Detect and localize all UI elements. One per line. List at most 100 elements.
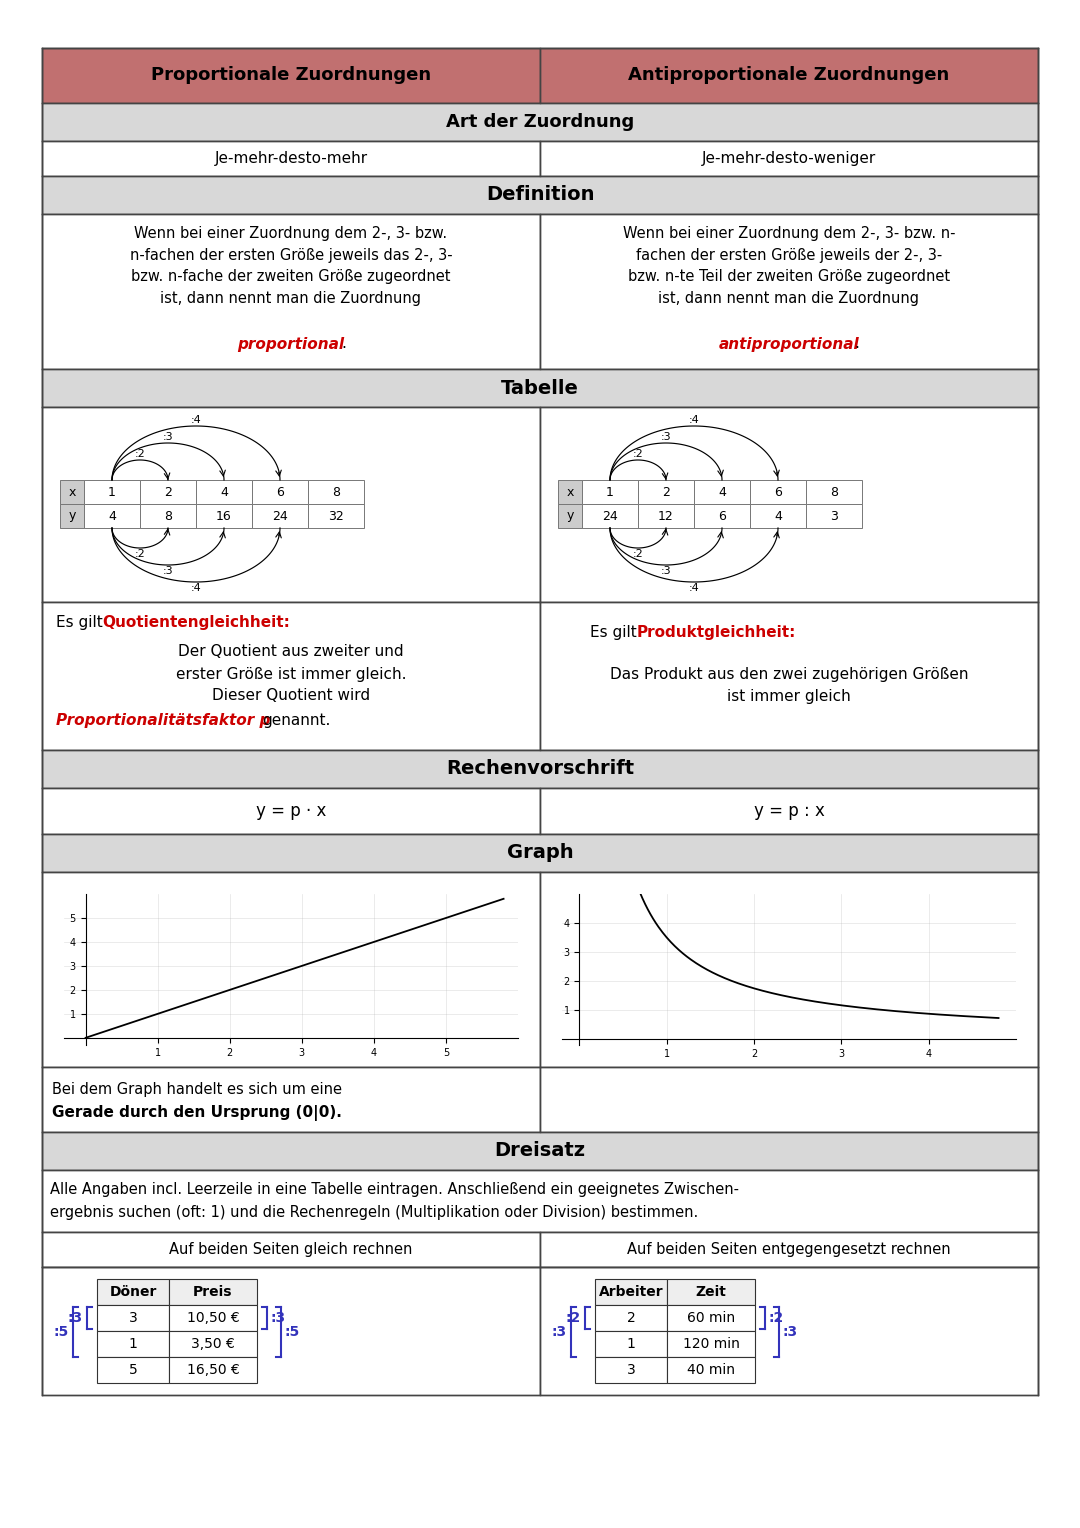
Bar [42,214,540,368]
Bar [42,1067,540,1132]
Bar [42,1170,1038,1232]
Text: Rechenvorschrift: Rechenvorschrift [446,759,634,778]
Text: y = p · x: y = p · x [256,802,326,821]
Text: Preis: Preis [193,1285,233,1299]
Bar [694,480,750,504]
Bar [308,504,364,529]
Text: :5: :5 [285,1325,300,1339]
Text: 4: 4 [108,509,116,523]
Text: :3: :3 [163,432,173,442]
Bar [42,141,540,176]
Bar [168,1305,257,1331]
Text: Dieser Quotient wird: Dieser Quotient wird [212,689,370,703]
Bar [42,368,1038,406]
Text: .: . [341,336,346,351]
Text: :3: :3 [552,1325,567,1339]
Bar [667,1279,755,1305]
Bar [42,1132,1038,1170]
Bar [42,788,540,834]
Bar [195,504,252,529]
Text: Der Quotient aus zweiter und: Der Quotient aus zweiter und [178,645,404,660]
Text: .: . [854,336,859,351]
Bar [84,504,140,529]
Text: 16: 16 [216,509,232,523]
Text: 32: 32 [328,509,343,523]
Bar [750,504,806,529]
Bar [42,176,1038,214]
Text: 12: 12 [658,509,674,523]
Bar [97,1305,168,1331]
Text: Döner: Döner [109,1285,157,1299]
Text: x: x [566,486,573,498]
Bar [540,1067,1038,1132]
Bar [97,1331,168,1357]
Text: y: y [68,509,76,523]
Bar [42,47,540,102]
Text: :2: :2 [566,1311,581,1325]
Bar [540,141,1038,176]
Text: Wenn bei einer Zuordnung dem 2-, 3- bzw. n-
fachen der ersten Größe jeweils der : Wenn bei einer Zuordnung dem 2-, 3- bzw.… [623,226,955,306]
Text: :3: :3 [271,1311,286,1325]
Bar [595,1305,667,1331]
Text: Das Produkt aus den zwei zugehörigen Größen: Das Produkt aus den zwei zugehörigen Grö… [610,666,969,681]
Text: :2: :2 [135,549,146,559]
Text: 2: 2 [626,1311,635,1325]
Text: Antiproportionale Zuordnungen: Antiproportionale Zuordnungen [629,67,949,84]
Text: proportional: proportional [238,336,345,351]
Text: Alle Angaben incl. Leerzeile in eine Tabelle eintragen. Anschließend ein geeigne: Alle Angaben incl. Leerzeile in eine Tab… [50,1183,739,1219]
Bar [558,480,582,504]
Bar [308,480,364,504]
Text: 1: 1 [129,1337,137,1351]
Text: 1: 1 [606,486,613,498]
Text: :2: :2 [633,549,644,559]
Text: Je-mehr-desto-weniger: Je-mehr-desto-weniger [702,151,876,167]
Text: 3: 3 [129,1311,137,1325]
Text: Definition: Definition [486,185,594,205]
Bar [195,480,252,504]
Text: :4: :4 [689,416,700,425]
Bar [42,406,540,602]
Text: 3: 3 [831,509,838,523]
Text: Wenn bei einer Zuordnung dem 2-, 3- bzw.
n-fachen der ersten Größe jeweils das 2: Wenn bei einer Zuordnung dem 2-, 3- bzw.… [130,226,453,306]
Bar [667,1357,755,1383]
Bar [60,504,84,529]
Bar [582,480,638,504]
Text: 4: 4 [718,486,726,498]
Bar [667,1305,755,1331]
Bar [806,480,862,504]
Bar [97,1357,168,1383]
Bar [84,480,140,504]
Text: Auf beiden Seiten gleich rechnen: Auf beiden Seiten gleich rechnen [170,1242,413,1258]
Text: :4: :4 [191,584,201,593]
Text: Auf beiden Seiten entgegengesetzt rechnen: Auf beiden Seiten entgegengesetzt rechne… [627,1242,950,1258]
Bar [806,504,862,529]
Text: 4: 4 [220,486,228,498]
Text: Graph: Graph [507,843,573,862]
Text: :3: :3 [163,565,173,576]
Bar [140,504,195,529]
Bar [595,1279,667,1305]
Text: 3: 3 [626,1363,635,1377]
Text: :5: :5 [54,1325,69,1339]
Bar [168,1279,257,1305]
Text: 4: 4 [774,509,782,523]
Text: :3: :3 [661,432,672,442]
Text: :3: :3 [68,1311,83,1325]
Bar [252,504,308,529]
Text: genannt.: genannt. [262,712,330,727]
Text: 40 min: 40 min [687,1363,735,1377]
Text: 6: 6 [718,509,726,523]
Text: 24: 24 [603,509,618,523]
Text: ist immer gleich: ist immer gleich [727,689,851,704]
Bar [595,1357,667,1383]
Bar [694,504,750,529]
Bar [638,480,694,504]
Text: Es gilt: Es gilt [590,625,642,640]
Text: Proportionalitätsfaktor p: Proportionalitätsfaktor p [56,712,270,727]
Text: 120 min: 120 min [683,1337,740,1351]
Text: 6: 6 [774,486,782,498]
Text: antiproportional: antiproportional [718,336,860,351]
Text: 5: 5 [129,1363,137,1377]
Text: :2: :2 [769,1311,784,1325]
Text: Proportionale Zuordnungen: Proportionale Zuordnungen [151,67,431,84]
